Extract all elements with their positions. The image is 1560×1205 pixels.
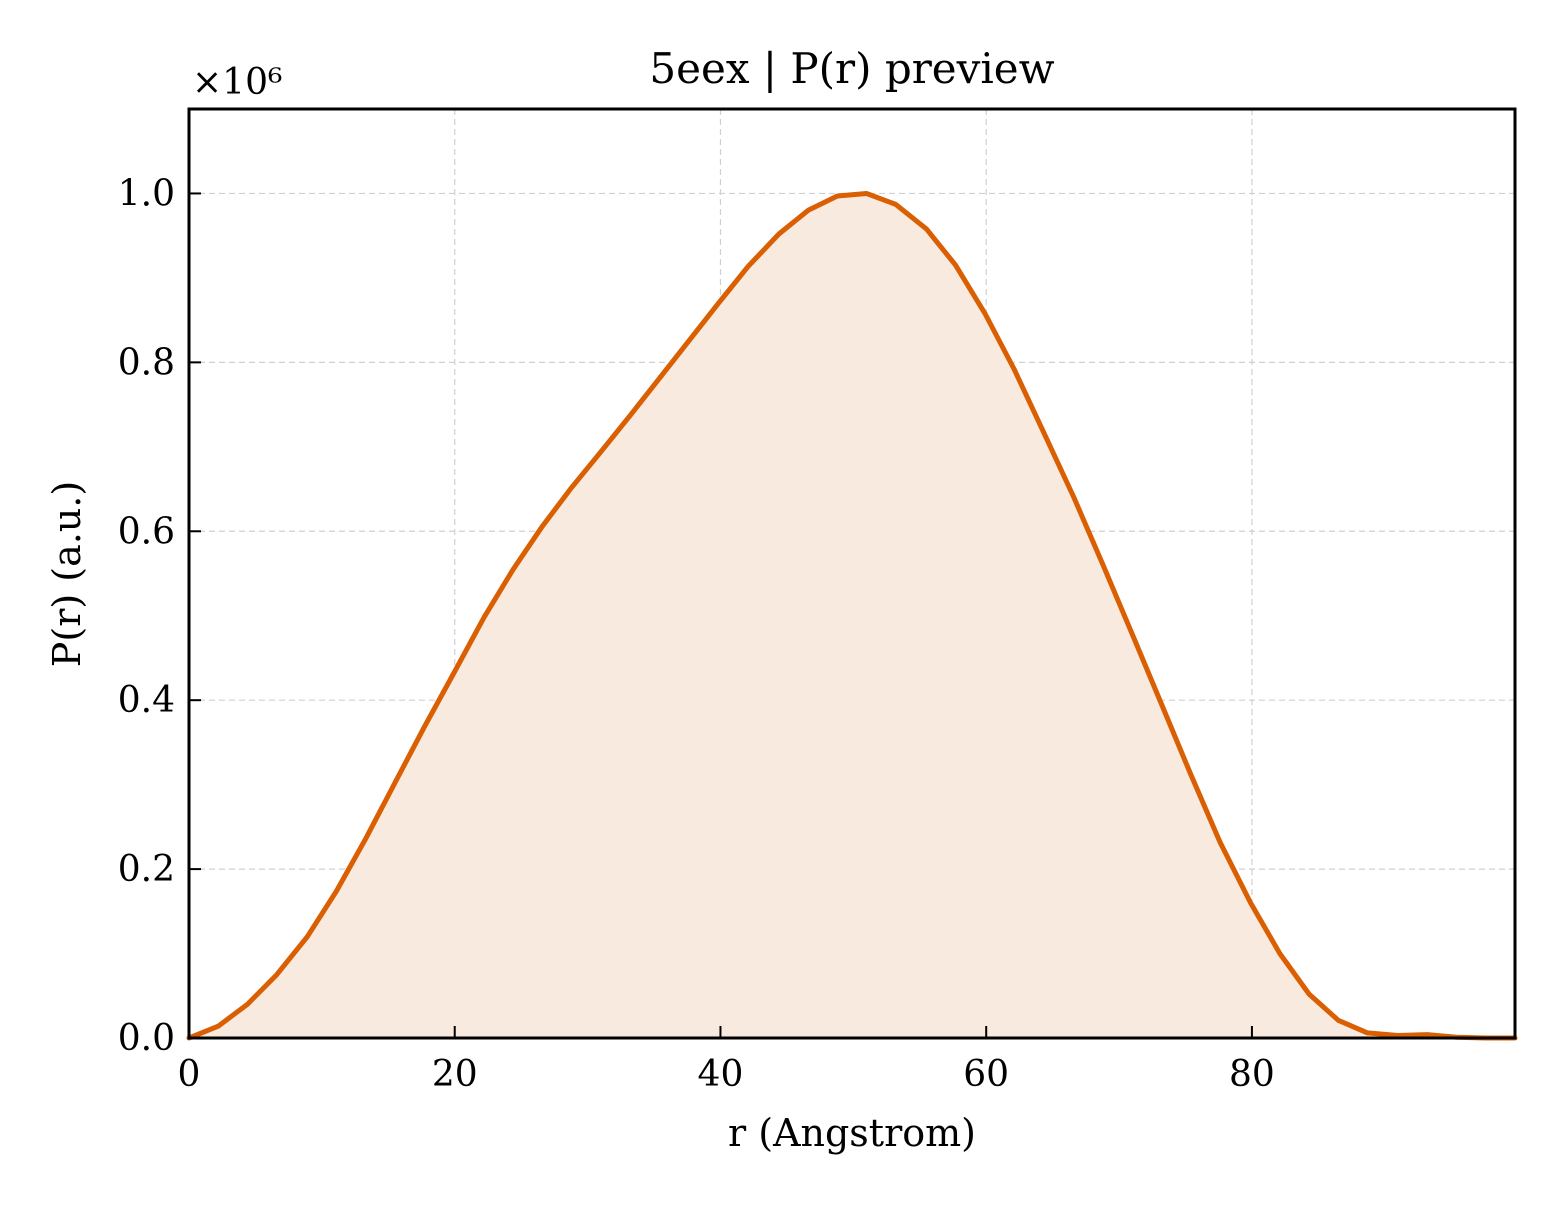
x-tick-label-1: 20: [432, 1054, 478, 1095]
ticks: 0 20 40 60 80 0.0 0.2 0.4 0.6 0.8 1.0: [118, 173, 1275, 1095]
data-point-9: [454, 671, 455, 672]
data-point-18: [719, 302, 720, 303]
data-point-24: [895, 204, 896, 205]
data-point-28: [1014, 369, 1015, 370]
data-point-11: [513, 569, 514, 570]
chart-title: 5eex | P(r) preview: [649, 44, 1054, 93]
plot-frame: [187, 107, 1517, 1040]
data-point-3: [276, 974, 277, 975]
data-point-21: [808, 210, 809, 211]
pr-series-line: [186, 191, 1518, 1041]
data-point-2: [247, 1004, 248, 1005]
data-point-5: [336, 891, 337, 892]
data-point-29: [1043, 431, 1044, 432]
data-point-33: [1161, 704, 1162, 705]
data-point-32: [1132, 634, 1133, 635]
y-tick-label-5: 1.0: [118, 173, 175, 214]
data-point-23: [866, 193, 867, 194]
data-point-20: [778, 234, 779, 235]
data-point-34: [1190, 774, 1191, 775]
data-point-12: [542, 526, 543, 527]
data-point-10: [484, 617, 485, 618]
x-tick-label-4: 80: [1229, 1054, 1275, 1095]
data-point-25: [926, 228, 927, 229]
data-point-19: [748, 266, 749, 267]
y-tick-label-1: 0.2: [118, 849, 175, 890]
y-multiplier: ×10⁶: [192, 62, 282, 103]
pr-area-fill: [189, 193, 1515, 1038]
data-point-13: [571, 487, 572, 488]
data-point-38: [1309, 994, 1310, 995]
data-point-36: [1250, 902, 1251, 903]
data-point-27: [984, 313, 985, 314]
data-point-14: [602, 450, 603, 451]
data-point-35: [1220, 842, 1221, 843]
data-point-22: [837, 196, 838, 197]
data-point-31: [1103, 565, 1104, 566]
data-point-6: [365, 838, 366, 839]
data-point-8: [424, 727, 425, 728]
y-tick-label-4: 0.8: [118, 342, 175, 383]
data-point-41: [1398, 1035, 1399, 1036]
data-point-26: [955, 265, 956, 266]
x-tick-label-3: 60: [963, 1054, 1009, 1095]
y-tick-label-3: 0.6: [118, 511, 175, 552]
x-tick-label-2: 40: [698, 1054, 744, 1095]
data-point-16: [660, 376, 661, 377]
data-point-40: [1367, 1032, 1368, 1033]
data-point-30: [1073, 497, 1074, 498]
y-axis-label: P(r) (a.u.): [45, 481, 89, 667]
x-axis-label: r (Angstrom): [728, 1111, 976, 1155]
data-point-7: [394, 782, 395, 783]
data-point-37: [1279, 953, 1280, 954]
data-point-15: [631, 413, 632, 414]
y-tick-label-0: 0.0: [118, 1018, 175, 1059]
data-point-39: [1338, 1020, 1339, 1021]
data-point-4: [307, 936, 308, 937]
data-point-17: [689, 339, 690, 340]
y-tick-label-2: 0.4: [118, 680, 175, 721]
x-tick-label-0: 0: [178, 1054, 201, 1095]
data-point-1: [218, 1026, 219, 1027]
data-point-42: [1427, 1034, 1428, 1035]
